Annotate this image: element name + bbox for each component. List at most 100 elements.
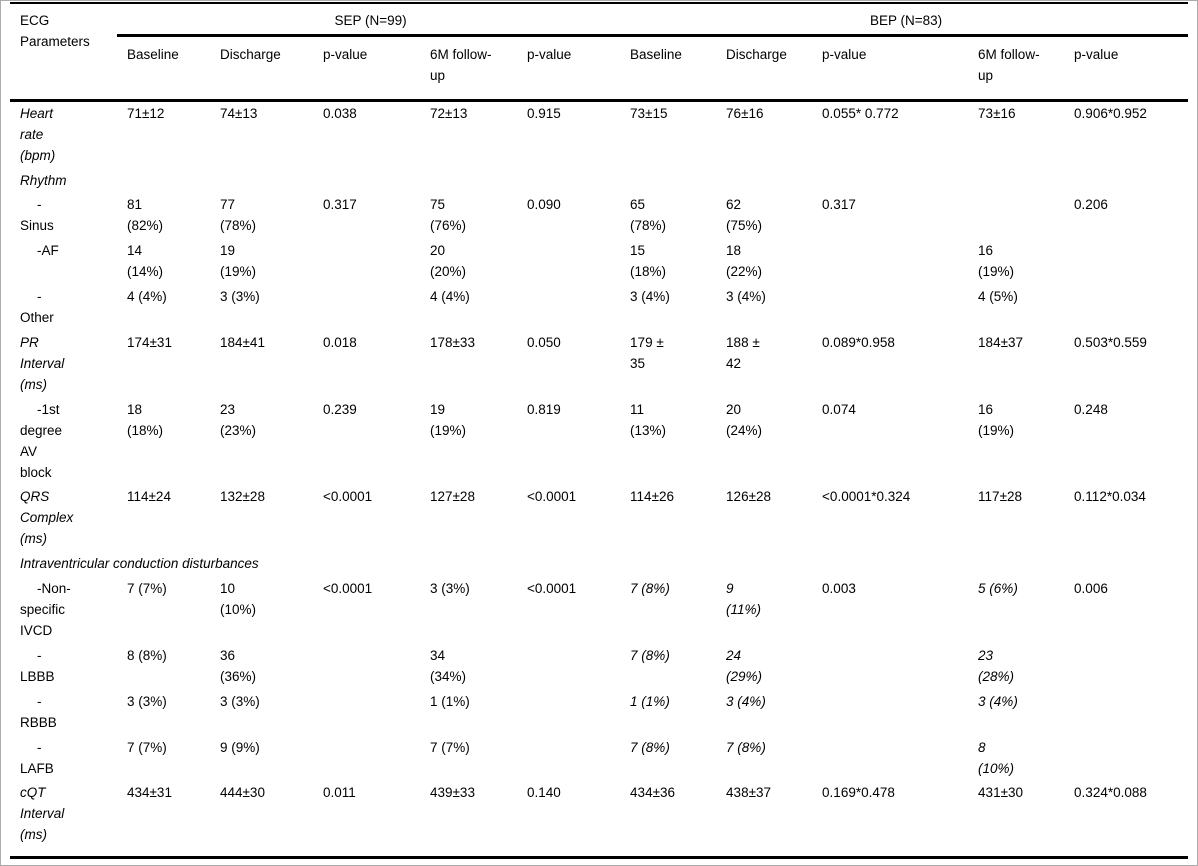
value-cell (812, 285, 968, 331)
value-cell: 24 (29%) (726, 647, 763, 684)
value-cell (620, 169, 716, 194)
value-cell (517, 239, 620, 285)
value-cell: 3 (4%) (726, 693, 766, 709)
value-cell: 81 (82%) (127, 197, 164, 234)
table-row: - LBBB 8 (8%) 36 (36%) 34 (34%) 7 (8%) 24 (29… (10, 644, 1188, 690)
value-cell: 0.089*0.958 (822, 334, 895, 350)
value-cell: 3 (4%) (630, 289, 670, 305)
value-cell (1064, 736, 1188, 782)
value-cell: 3 (3%) (430, 581, 470, 597)
value-cell: 4 (5%) (978, 289, 1018, 305)
value-cell: 0.248 (1074, 401, 1108, 417)
value-cell (420, 169, 517, 194)
value-cell (517, 169, 620, 194)
value-cell: 126±28 (726, 489, 771, 505)
value-cell: 434±36 (620, 781, 717, 860)
value-cell: 1 (1%) (430, 693, 470, 709)
value-cell: 3 (3%) (220, 693, 260, 709)
value-cell (313, 736, 420, 782)
value-cell (210, 169, 313, 194)
value-cell (517, 644, 620, 690)
value-cell: 0.324*0.088 (1064, 781, 1189, 860)
row-label: QRS Complex (ms) (20, 489, 74, 547)
value-cell: 7 (8%) (630, 739, 670, 755)
value-cell: 0.112*0.034 (1074, 489, 1146, 505)
group-header-row: ECG Parameters SEP (N=99) BEP (N=83) (10, 3, 1189, 102)
value-cell: <0.0001 (323, 581, 373, 597)
value-cell (1064, 239, 1188, 285)
value-cell: 77 (78%) (220, 197, 257, 234)
value-cell: 0.317 (822, 197, 856, 213)
column-header: 6M follow- up (420, 35, 517, 102)
value-cell: 0.140 (517, 781, 621, 860)
table-row: -1st degree AV block 18 (18%) 23 (23%) 0.23… (10, 398, 1188, 486)
value-cell: 184±37 (978, 334, 1023, 350)
section-label: Intraventricular conduction disturbances (20, 556, 259, 572)
table-row: - Sinus 81 (82%) 77 (78%) 0.317 75 (76%) 0.09… (10, 193, 1188, 239)
value-cell (517, 736, 620, 782)
group-header-sep: SEP (N=99) (117, 3, 621, 37)
table-row: Heart rate (bpm) 71±12 74±13 0.038 72±13 0.91… (10, 100, 1188, 168)
value-cell (968, 193, 1064, 239)
value-cell: 0.317 (323, 197, 357, 213)
value-cell: 178±33 (430, 334, 475, 350)
value-cell: 184±41 (220, 334, 265, 350)
value-cell: 7 (7%) (430, 739, 470, 755)
value-cell: 16 (19%) (978, 401, 1015, 438)
value-cell: 174±31 (127, 334, 172, 350)
row-label: - LBBB (20, 647, 55, 684)
value-cell (1064, 690, 1188, 736)
table-row: PR Interval (ms) 174±31 184±41 0.018 178±33 0… (10, 331, 1188, 398)
value-cell: 0.169*0.478 (812, 781, 969, 860)
column-header: 6M follow- up (968, 35, 1065, 102)
value-cell: 7 (7%) (127, 739, 167, 755)
table-row: -AF 14 (14%) 19 (19%) 20 (20%) 15 (18%) 18 (2… (10, 239, 1188, 285)
value-cell: 3 (4%) (978, 693, 1018, 709)
value-cell: 127±28 (430, 489, 475, 505)
value-cell (117, 169, 210, 194)
column-header: Baseline (620, 35, 717, 102)
value-cell: 0.038 (323, 105, 357, 121)
value-cell (812, 736, 968, 782)
value-cell: 16 (19%) (978, 243, 1015, 280)
value-cell (517, 285, 620, 331)
value-cell: 0.239 (323, 401, 357, 417)
corner-header: ECG Parameters (10, 3, 117, 102)
value-cell (812, 690, 968, 736)
row-label: Heart rate (bpm) (20, 105, 56, 163)
column-header-row: Baseline Discharge p-value 6M follow- up… (10, 35, 1189, 102)
value-cell: 179 ± 35 (630, 334, 664, 371)
value-cell: 1 (1%) (630, 693, 670, 709)
value-cell: 3 (4%) (726, 289, 766, 305)
value-cell: 76±16 (726, 105, 764, 121)
value-cell (812, 239, 968, 285)
value-cell: 20 (24%) (726, 401, 763, 438)
value-cell: 71±12 (127, 105, 165, 121)
value-cell: 19 (19%) (430, 401, 467, 438)
table-row: - Other 4 (4%) 3 (3%) 4 (4%) 3 (4%) 3 (4%) 4 (… (10, 285, 1188, 331)
value-cell: 4 (4%) (127, 289, 167, 305)
row-label: - LAFB (20, 739, 54, 776)
value-cell: <0.0001 (323, 489, 373, 505)
value-cell: 7 (8%) (630, 581, 670, 597)
value-cell: 36 (36%) (220, 647, 257, 684)
column-header: p-value (812, 35, 969, 102)
value-cell: 0.819 (527, 401, 561, 417)
value-cell: 7 (8%) (630, 647, 670, 663)
value-cell (812, 644, 968, 690)
row-label: - Sinus (20, 197, 54, 234)
value-cell: 0.503*0.559 (1074, 334, 1147, 350)
value-cell (313, 169, 420, 194)
table-row: - RBBB 3 (3%) 3 (3%) 1 (1%) 1 (1%) 3 (4%) 3 (4… (10, 690, 1188, 736)
column-header: Discharge (716, 35, 813, 102)
table-row: - LAFB 7 (7%) 9 (9%) 7 (7%) 7 (8%) 7 (8%) 8 (1… (10, 736, 1188, 782)
column-header: Discharge (210, 35, 313, 102)
value-cell: 0.006 (1074, 581, 1108, 597)
value-cell: 18 (18%) (127, 401, 164, 438)
row-label: PR Interval (ms) (20, 334, 65, 392)
value-cell: 188 ± 42 (726, 334, 760, 371)
row-label: -Non- specific IVCD (20, 581, 71, 638)
value-cell: 72±13 (430, 105, 468, 121)
value-cell (313, 285, 420, 331)
